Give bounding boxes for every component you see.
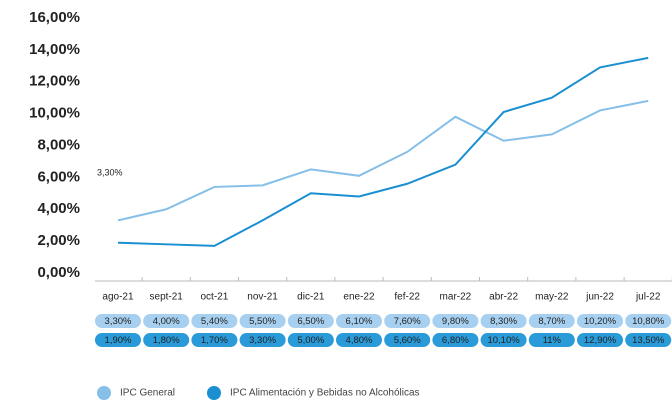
value-pill <box>287 333 334 347</box>
value-label: 8,70% <box>538 316 565 327</box>
y-tick-label: 6,00% <box>37 168 80 185</box>
value-label: 5,40% <box>201 316 228 327</box>
value-pill <box>191 314 238 328</box>
value-pill <box>239 314 286 328</box>
value-pill <box>95 333 141 347</box>
value-label: 6,80% <box>442 335 469 346</box>
value-pill <box>336 333 382 347</box>
x-tick-label: fef-22 <box>394 292 420 303</box>
value-label: 5,00% <box>297 335 324 346</box>
value-pill <box>480 314 527 328</box>
y-tick-label: 2,00% <box>37 232 80 249</box>
value-pill <box>432 314 479 328</box>
value-pill <box>625 314 672 328</box>
value-pill <box>577 314 623 328</box>
value-pill <box>528 314 575 328</box>
value-pill <box>143 314 190 328</box>
legend-label: IPC Alimentación y Bebidas no Alcohólica… <box>230 388 420 399</box>
value-label: 4,00% <box>153 316 180 327</box>
value-pill <box>432 333 479 347</box>
x-tick-label: sept-21 <box>150 292 184 303</box>
value-pill <box>625 333 672 347</box>
x-tick-label: may-22 <box>535 292 569 303</box>
value-label: 12,90% <box>584 335 617 346</box>
x-tick-label: ene-22 <box>343 292 375 303</box>
value-pill <box>480 333 527 347</box>
y-tick-label: 12,00% <box>29 73 80 90</box>
legend-swatch <box>207 386 221 400</box>
value-label: 8,30% <box>490 316 517 327</box>
value-pill <box>528 333 575 347</box>
value-pill <box>287 314 334 328</box>
x-tick-label: jul-22 <box>635 292 661 303</box>
value-pill <box>384 314 431 328</box>
value-label: 5,50% <box>249 316 276 327</box>
value-label: 1,80% <box>153 335 180 346</box>
annotation: 3,30% <box>97 167 123 177</box>
y-tick-label: 10,00% <box>29 105 80 122</box>
value-label: 13,50% <box>632 335 665 346</box>
y-tick-label: 8,00% <box>37 136 80 153</box>
value-label: 7,60% <box>394 316 421 327</box>
x-tick-label: oct-21 <box>201 292 229 303</box>
value-label: 10,10% <box>487 335 520 346</box>
y-tick-label: 14,00% <box>29 41 80 58</box>
value-label: 9,80% <box>442 316 469 327</box>
value-label: 10,20% <box>584 316 617 327</box>
value-pill <box>95 314 141 328</box>
x-tick-label: dic-21 <box>297 292 325 303</box>
value-label: 11% <box>543 335 562 346</box>
x-tick-label: ago-21 <box>102 292 134 303</box>
x-tick-label: mar-22 <box>440 292 472 303</box>
line-series <box>117 56 649 247</box>
value-label: 3,30% <box>105 316 132 327</box>
x-tick-label: abr-22 <box>489 292 518 303</box>
value-label: 6,10% <box>346 316 373 327</box>
value-label: 10,80% <box>632 316 665 327</box>
legend-swatch <box>97 386 111 400</box>
value-label: 6,50% <box>297 316 324 327</box>
value-pill <box>384 333 431 347</box>
line-series <box>117 99 649 222</box>
value-pill <box>239 333 286 347</box>
x-tick-label: jun-22 <box>585 292 614 303</box>
legend-label: IPC General <box>120 388 175 399</box>
value-label: 5,60% <box>394 335 421 346</box>
x-tick-label: nov-21 <box>247 292 278 303</box>
value-label: 3,30% <box>249 335 276 346</box>
value-pill <box>577 333 623 347</box>
value-label: 4,80% <box>346 335 373 346</box>
y-tick-label: 0,00% <box>37 264 80 281</box>
value-label: 1,90% <box>105 335 132 346</box>
value-pill <box>336 314 382 328</box>
y-tick-label: 4,00% <box>37 200 80 217</box>
y-tick-label: 16,00% <box>29 9 80 26</box>
value-pill <box>143 333 190 347</box>
value-pill <box>191 333 238 347</box>
value-label: 1,70% <box>201 335 228 346</box>
